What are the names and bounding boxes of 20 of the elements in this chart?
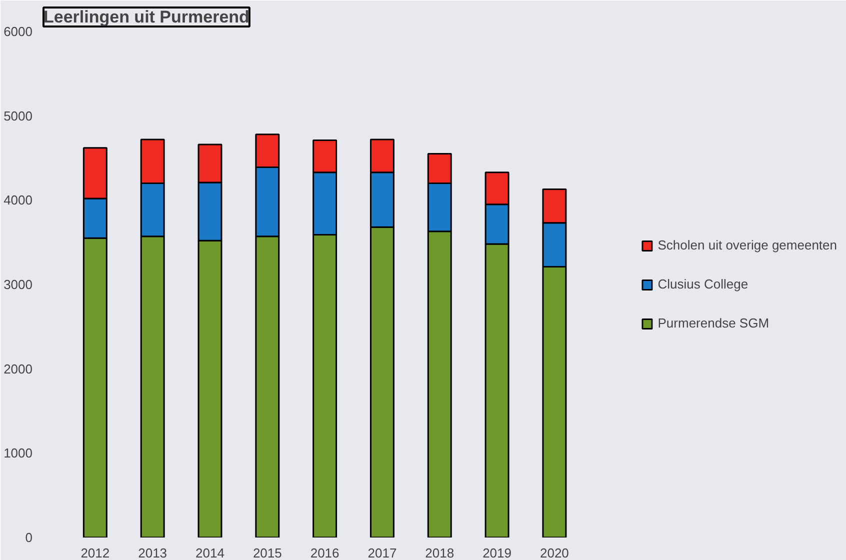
legend-label: Scholen uit overige gemeenten — [658, 238, 837, 252]
x-tick-label: 2020 — [540, 546, 569, 560]
x-tick-label: 2013 — [138, 546, 168, 560]
x-tick-label: 2016 — [310, 546, 340, 560]
x-tick-label: 2018 — [425, 546, 454, 560]
x-tick-label: 2017 — [368, 546, 397, 560]
chart-title: Leerlingen uit Purmerend — [44, 8, 250, 26]
y-tick-label: 2000 — [4, 361, 32, 376]
y-tick-label: 0 — [25, 530, 33, 545]
x-tick-label: 2015 — [252, 546, 282, 560]
y-tick-label: 4000 — [4, 192, 32, 208]
x-tick-label: 2019 — [482, 546, 512, 560]
x-tick-label: 2012 — [80, 546, 110, 560]
y-tick-label: 5000 — [4, 108, 32, 124]
y-tick-label: 3000 — [4, 277, 32, 292]
y-tick-label: 6000 — [4, 24, 32, 39]
legend-label: Purmerendse SGM — [658, 316, 770, 330]
x-tick-label: 2014 — [196, 546, 224, 560]
legend-label: Clusius College — [658, 276, 748, 292]
y-tick-label: 1000 — [4, 446, 32, 461]
